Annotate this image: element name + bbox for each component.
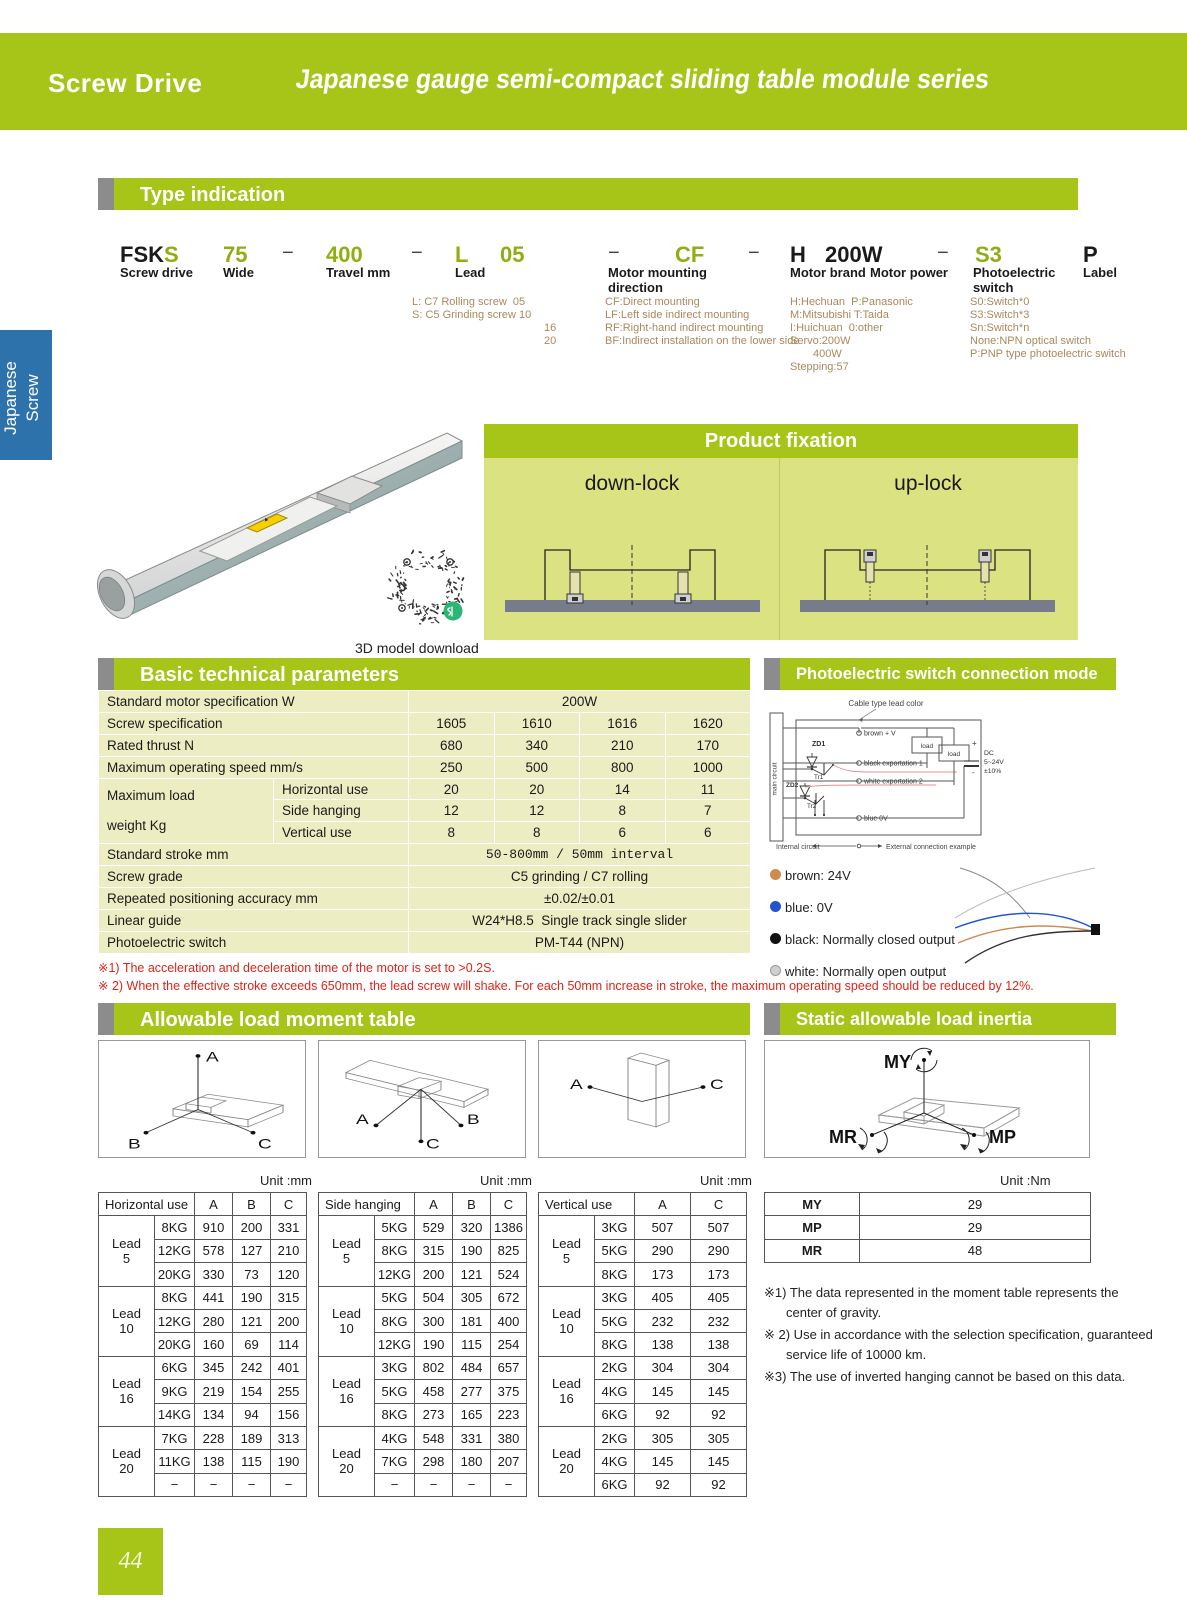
svg-text:black exportation 1: black exportation 1 — [864, 761, 923, 768]
svg-text:A: A — [356, 1112, 370, 1128]
svg-text:ZD2: ZD2 — [786, 782, 799, 789]
svg-text:white exportation 2: white exportation 2 — [863, 779, 923, 786]
svg-text:load: load — [948, 751, 961, 758]
svg-text:±10%: ±10% — [984, 768, 1001, 775]
svg-text:MY: MY — [884, 1052, 911, 1072]
svg-text:DC: DC — [984, 750, 994, 757]
svg-text:C: C — [710, 1077, 724, 1093]
svg-text:+: + — [972, 739, 977, 748]
svg-text:5~24V: 5~24V — [984, 759, 1004, 766]
svg-text:MP: MP — [989, 1127, 1016, 1147]
svg-text:main circuit: main circuit — [772, 762, 779, 795]
svg-text:blue 0V: blue 0V — [864, 816, 888, 823]
svg-text:MR: MR — [829, 1127, 857, 1147]
svg-text:C: C — [426, 1136, 440, 1152]
svg-text:Internal circuit: Internal circuit — [776, 844, 820, 851]
svg-text:load: load — [921, 743, 934, 750]
svg-text:C: C — [258, 1136, 272, 1152]
svg-text:A: A — [206, 1049, 220, 1065]
svg-text:Cable type lead color: Cable type lead color — [848, 699, 923, 708]
svg-text:-: - — [972, 768, 975, 777]
svg-text:B: B — [128, 1136, 141, 1152]
svg-text:A: A — [570, 1077, 584, 1093]
svg-text:brown + V: brown + V — [864, 731, 896, 738]
svg-text:Tr1: Tr1 — [814, 774, 824, 781]
svg-text:External connection example: External connection example — [886, 844, 976, 851]
svg-text:ZD1: ZD1 — [812, 741, 825, 748]
svg-text:B: B — [467, 1112, 480, 1128]
